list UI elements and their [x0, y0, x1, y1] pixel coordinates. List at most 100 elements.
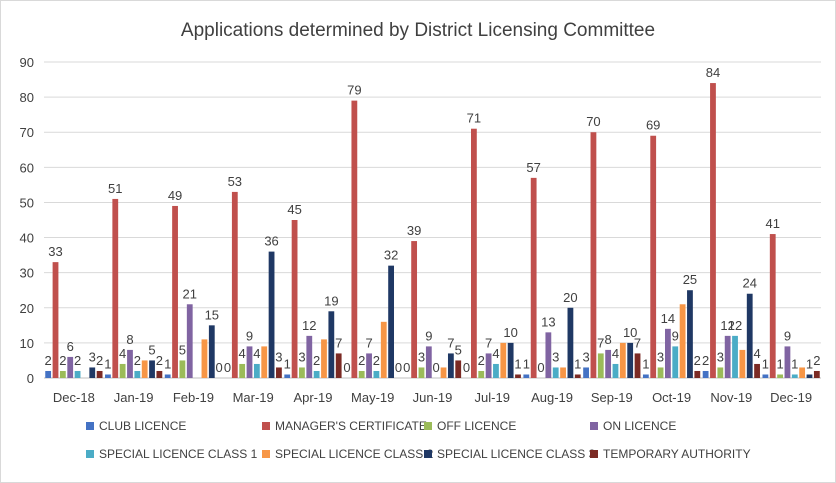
- data-label: 10: [623, 325, 637, 340]
- data-label: 24: [742, 276, 756, 291]
- data-label: 9: [246, 328, 253, 343]
- bar: [321, 339, 327, 378]
- y-axis: 0 10 20 30 40 50 60 70 80 90: [20, 55, 34, 386]
- bar: [597, 353, 604, 378]
- legend-swatch: [262, 450, 270, 458]
- bar: [679, 304, 686, 378]
- bar: [485, 353, 492, 378]
- data-label: 71: [467, 111, 481, 126]
- legend-item: MANAGER'S CERTIFICATE: [262, 419, 427, 433]
- data-label: 9: [672, 328, 679, 343]
- x-tick-label: Aug-19: [531, 390, 573, 405]
- bar: [358, 370, 365, 378]
- data-label: 4: [492, 346, 499, 361]
- data-label: 2: [702, 353, 709, 368]
- data-label: 0: [395, 360, 402, 375]
- bar: [515, 374, 521, 378]
- x-tick-label: Sep-19: [591, 390, 633, 405]
- data-label: 14: [661, 311, 675, 326]
- data-label: 1: [514, 356, 521, 371]
- bar: [201, 339, 208, 378]
- legend: CLUB LICENCE MANAGER'S CERTIFICATE OFF LIC…: [86, 419, 751, 461]
- legend-swatch: [424, 450, 432, 458]
- data-label: 2: [134, 353, 141, 368]
- data-label: 9: [425, 328, 432, 343]
- x-tick-label: Oct-19: [652, 390, 691, 405]
- bar: [732, 335, 738, 378]
- gridlines: [44, 61, 821, 379]
- bar: [500, 342, 507, 378]
- bar: [634, 353, 641, 378]
- data-label: 3: [298, 349, 305, 364]
- x-tick-label: Dec-18: [53, 390, 95, 405]
- bar: [799, 367, 806, 378]
- y-tick-label: 30: [20, 266, 34, 281]
- bar: [724, 335, 731, 378]
- data-label: 3: [89, 349, 96, 364]
- bar: [261, 346, 268, 378]
- y-tick-label: 70: [20, 125, 34, 140]
- y-tick-label: 90: [20, 55, 34, 70]
- bar: [313, 370, 320, 378]
- data-label: 33: [48, 244, 62, 259]
- bar: [769, 234, 776, 378]
- data-label: 1: [284, 356, 291, 371]
- bar: [762, 374, 769, 378]
- bar: [253, 363, 260, 378]
- bar: [291, 220, 298, 378]
- y-tick-label: 0: [27, 371, 34, 386]
- data-label: 51: [108, 181, 122, 196]
- data-label: 4: [753, 346, 760, 361]
- data-label: 5: [455, 342, 462, 357]
- bar: [791, 374, 798, 378]
- legend-swatch: [86, 422, 94, 430]
- data-label: 25: [683, 272, 697, 287]
- data-label: 1: [806, 356, 813, 371]
- bar: [231, 191, 238, 378]
- data-label: 2: [74, 353, 81, 368]
- data-label: 12: [302, 318, 316, 333]
- bar: [650, 135, 657, 378]
- bar: [299, 367, 305, 378]
- bar: [268, 251, 275, 378]
- legend-swatch: [590, 422, 598, 430]
- data-label: 4: [253, 346, 260, 361]
- data-label: 41: [766, 216, 780, 231]
- data-label: 3: [275, 349, 282, 364]
- data-label: 0: [537, 360, 544, 375]
- data-label: 7: [597, 335, 604, 350]
- bar: [208, 325, 215, 378]
- bar: [335, 353, 342, 378]
- data-label: 6: [67, 339, 74, 354]
- x-tick-label: Jul-19: [475, 390, 510, 405]
- data-label: 2: [813, 353, 820, 368]
- data-label: 12: [720, 318, 734, 333]
- bar: [380, 321, 387, 378]
- legend-label: MANAGER'S CERTIFICATE: [275, 419, 427, 433]
- x-tick-label: Jun-19: [413, 390, 453, 405]
- data-label: 79: [347, 83, 361, 98]
- data-label: 1: [642, 356, 649, 371]
- bar: [523, 374, 530, 378]
- bar: [186, 304, 193, 378]
- bar: [478, 370, 485, 378]
- data-label: 5: [179, 342, 186, 357]
- data-label: 8: [126, 332, 133, 347]
- data-label: 2: [694, 353, 701, 368]
- bar: [59, 370, 66, 378]
- legend-label: OFF LICENCE: [437, 419, 516, 433]
- data-label: 69: [646, 118, 660, 133]
- data-label: 49: [168, 188, 182, 203]
- x-tick-label: May-19: [351, 390, 394, 405]
- x-axis: Dec-18 Jan-19 Feb-19 Mar-19 Apr-19 May-19 Jun-…: [53, 390, 812, 405]
- legend-label: TEMPORARY AUTHORITY: [603, 447, 751, 461]
- data-label: 2: [313, 353, 320, 368]
- bar: [530, 177, 537, 378]
- data-label: 12: [728, 318, 742, 333]
- legend-label: SPECIAL LICENCE CLASS 2: [275, 447, 434, 461]
- x-tick-label: Dec-19: [770, 390, 812, 405]
- data-label: 39: [407, 223, 421, 238]
- bar: [425, 346, 432, 378]
- data-label: 0: [403, 360, 410, 375]
